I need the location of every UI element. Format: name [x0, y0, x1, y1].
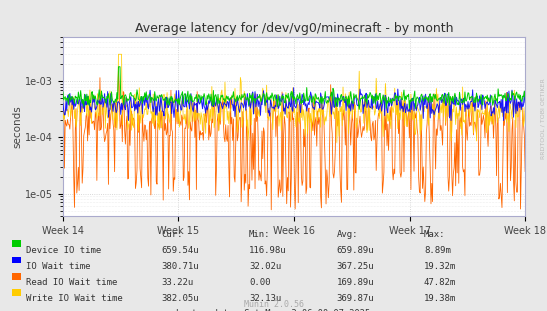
Text: RRDTOOL / TOBI OETIKER: RRDTOOL / TOBI OETIKER — [541, 78, 546, 159]
Text: IO Wait time: IO Wait time — [26, 262, 90, 271]
Text: 382.05u: 382.05u — [161, 294, 199, 303]
Text: 169.89u: 169.89u — [336, 278, 374, 287]
Y-axis label: seconds: seconds — [13, 105, 22, 148]
Text: 659.89u: 659.89u — [336, 246, 374, 255]
Text: 8.89m: 8.89m — [424, 246, 451, 255]
Text: 0.00: 0.00 — [249, 278, 270, 287]
Text: 19.32m: 19.32m — [424, 262, 456, 271]
Text: 369.87u: 369.87u — [336, 294, 374, 303]
Text: 659.54u: 659.54u — [161, 246, 199, 255]
Text: 380.71u: 380.71u — [161, 262, 199, 271]
Text: Munin 2.0.56: Munin 2.0.56 — [243, 299, 304, 309]
Text: Write IO Wait time: Write IO Wait time — [26, 294, 123, 303]
Text: Read IO Wait time: Read IO Wait time — [26, 278, 117, 287]
Text: 367.25u: 367.25u — [336, 262, 374, 271]
Text: 33.22u: 33.22u — [161, 278, 194, 287]
Text: Last update: Sat May  3 06:00:07 2025: Last update: Sat May 3 06:00:07 2025 — [176, 309, 371, 311]
Text: 19.38m: 19.38m — [424, 294, 456, 303]
Text: Avg:: Avg: — [336, 230, 358, 239]
Text: 116.98u: 116.98u — [249, 246, 287, 255]
Text: 47.82m: 47.82m — [424, 278, 456, 287]
Text: Min:: Min: — [249, 230, 270, 239]
Text: Cur:: Cur: — [161, 230, 183, 239]
Text: Device IO time: Device IO time — [26, 246, 101, 255]
Title: Average latency for /dev/vg0/minecraft - by month: Average latency for /dev/vg0/minecraft -… — [135, 22, 453, 35]
Text: 32.02u: 32.02u — [249, 262, 281, 271]
Text: Max:: Max: — [424, 230, 445, 239]
Text: 32.13u: 32.13u — [249, 294, 281, 303]
